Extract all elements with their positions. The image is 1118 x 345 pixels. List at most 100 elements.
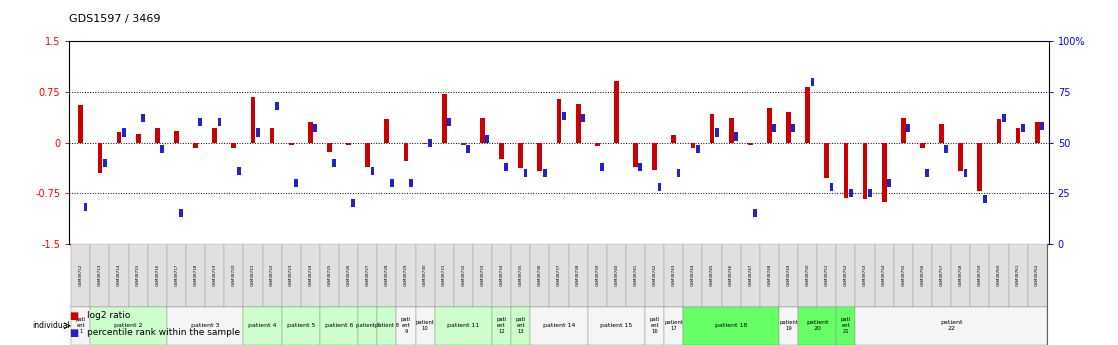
Bar — [358, 307, 377, 345]
Bar — [103, 159, 106, 167]
Bar — [519, 142, 523, 168]
Bar — [91, 244, 110, 307]
Bar — [714, 128, 719, 137]
Bar — [332, 159, 337, 167]
Bar — [160, 145, 164, 153]
Bar — [926, 169, 929, 177]
Bar — [773, 125, 776, 132]
Text: GSM38752: GSM38752 — [844, 264, 847, 286]
Text: GSM38733: GSM38733 — [481, 264, 484, 286]
Bar — [250, 97, 255, 142]
Bar — [179, 209, 183, 217]
Bar — [607, 244, 626, 307]
Text: GSM38717: GSM38717 — [174, 264, 179, 286]
Bar — [798, 307, 836, 345]
Bar — [811, 78, 814, 86]
Text: GSM38748: GSM38748 — [767, 264, 771, 286]
Bar — [397, 307, 416, 345]
Text: patient 11: patient 11 — [447, 323, 480, 328]
Bar — [836, 244, 855, 307]
Bar — [1027, 244, 1046, 307]
Bar — [779, 307, 798, 345]
Text: GSM38725: GSM38725 — [328, 264, 331, 286]
Text: GSM38760: GSM38760 — [997, 264, 1001, 286]
Bar — [614, 80, 618, 142]
Bar — [485, 135, 490, 142]
Text: patient 2: patient 2 — [114, 323, 143, 328]
Bar — [351, 199, 356, 207]
Bar — [672, 135, 676, 142]
Bar — [72, 307, 91, 345]
Bar — [932, 244, 951, 307]
Bar — [385, 119, 389, 142]
Text: GSM38735: GSM38735 — [519, 264, 523, 286]
Text: GSM38757: GSM38757 — [939, 264, 944, 286]
Bar — [282, 244, 301, 307]
Bar — [882, 142, 887, 202]
Bar — [366, 142, 370, 167]
Text: GSM38738: GSM38738 — [576, 264, 580, 286]
Bar — [122, 128, 125, 137]
Bar — [868, 189, 872, 197]
Bar — [874, 244, 893, 307]
Text: GSM38754: GSM38754 — [882, 264, 887, 286]
Bar — [500, 142, 504, 159]
Text: patient
17: patient 17 — [664, 321, 683, 331]
Bar — [397, 244, 416, 307]
Bar — [939, 125, 944, 142]
Bar — [600, 163, 604, 171]
Bar — [377, 244, 397, 307]
Bar — [786, 111, 790, 142]
Text: patient 15: patient 15 — [600, 323, 633, 328]
Bar — [416, 307, 435, 345]
Text: pati
ent
12: pati ent 12 — [496, 317, 506, 334]
Bar — [569, 244, 588, 307]
Bar — [958, 142, 963, 171]
Bar — [275, 102, 278, 110]
Text: patient 3: patient 3 — [191, 323, 219, 328]
Bar — [970, 244, 989, 307]
Text: pati
ent
21: pati ent 21 — [841, 317, 851, 334]
Bar — [1035, 122, 1040, 142]
Text: pati
ent
16: pati ent 16 — [650, 317, 660, 334]
Text: GSM38731: GSM38731 — [443, 264, 446, 286]
Bar — [511, 244, 530, 307]
Text: GSM38722: GSM38722 — [271, 264, 274, 286]
Text: GSM38715: GSM38715 — [136, 264, 140, 286]
Text: patient 6: patient 6 — [325, 323, 353, 328]
Bar — [269, 128, 274, 142]
Bar — [110, 244, 129, 307]
Bar — [989, 244, 1008, 307]
Bar — [492, 307, 511, 345]
Text: patient
22: patient 22 — [940, 321, 963, 331]
Bar — [855, 244, 874, 307]
Bar — [657, 183, 662, 191]
Text: GSM38761: GSM38761 — [1016, 264, 1020, 286]
Text: log2 ratio: log2 ratio — [87, 311, 131, 320]
Bar — [244, 307, 282, 345]
Text: patient 8: patient 8 — [375, 323, 399, 328]
Bar — [907, 125, 910, 132]
Text: ■: ■ — [69, 311, 78, 321]
Bar — [78, 106, 83, 142]
Bar — [683, 307, 779, 345]
Bar — [735, 132, 738, 140]
Text: GSM38742: GSM38742 — [653, 264, 656, 286]
Bar — [849, 189, 853, 197]
Text: GSM38755: GSM38755 — [901, 264, 906, 286]
Bar — [141, 114, 145, 122]
Bar — [887, 179, 891, 187]
Bar — [523, 169, 528, 177]
Text: GSM38741: GSM38741 — [634, 264, 637, 286]
Text: GSM38719: GSM38719 — [212, 264, 217, 286]
Bar — [328, 142, 332, 152]
Bar — [538, 142, 542, 171]
Bar — [754, 209, 757, 217]
Text: GSM38736: GSM38736 — [538, 264, 542, 286]
Bar — [480, 118, 485, 142]
Bar — [155, 128, 160, 142]
Bar — [530, 307, 588, 345]
Text: GSM38734: GSM38734 — [500, 264, 503, 286]
Bar — [817, 244, 836, 307]
Bar — [320, 307, 358, 345]
